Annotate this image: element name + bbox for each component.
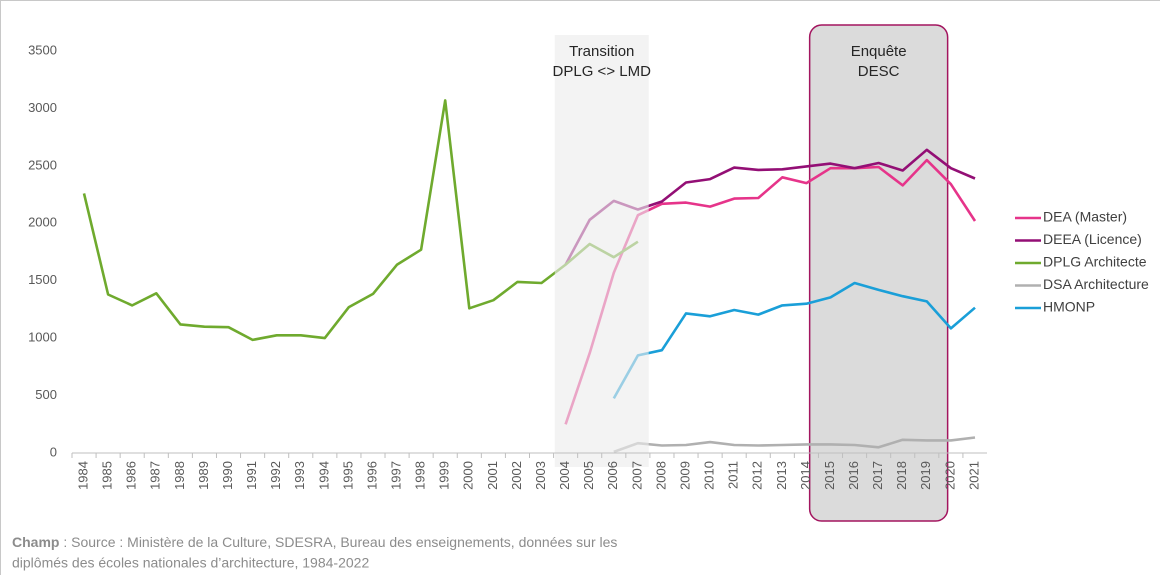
annotation: DPLG <> LMD <box>553 63 652 80</box>
y-tick-label: 1500 <box>28 272 57 287</box>
x-tick-label: 2010 <box>702 461 717 490</box>
x-tick-label: 2000 <box>461 461 476 490</box>
x-tick-label: 1994 <box>316 461 331 490</box>
x-tick-label: 1997 <box>389 461 404 490</box>
source-line: : Source : Ministère de la Culture, SDES… <box>63 534 617 550</box>
legend-label: DEA (Master) <box>1043 209 1127 225</box>
y-tick-label: 500 <box>35 387 57 402</box>
x-tick-label: 2003 <box>533 461 548 490</box>
x-tick-label: 2018 <box>894 461 909 490</box>
annotation: DESC <box>858 63 900 80</box>
source-label: Champ <box>12 534 59 550</box>
x-tick-label: 1986 <box>124 461 139 490</box>
x-tick-label: 2020 <box>942 461 957 490</box>
x-tick-label: 2015 <box>822 461 837 490</box>
y-tick-label: 2500 <box>28 157 57 172</box>
legend-label: DSA Architecture <box>1043 276 1149 292</box>
x-tick-label: 1985 <box>100 461 115 490</box>
x-tick-label: 2017 <box>870 461 885 490</box>
x-tick-label: 1995 <box>340 461 355 490</box>
x-tick-label: 1988 <box>172 461 187 490</box>
legend-label: DPLG Architecte <box>1043 254 1147 270</box>
x-tick-label: 1990 <box>220 461 235 490</box>
series-line <box>613 436 976 454</box>
x-tick-label: 1996 <box>364 461 379 490</box>
x-tick-label: 2002 <box>509 461 524 490</box>
y-tick-label: 0 <box>50 444 57 459</box>
x-tick-label: 2009 <box>677 461 692 490</box>
x-tick-label: 1998 <box>413 461 428 490</box>
x-tick-label: 1991 <box>244 461 259 490</box>
highlight-box <box>808 24 949 522</box>
x-tick-label: 2016 <box>846 461 861 490</box>
transition-band <box>554 35 649 467</box>
series-line <box>612 281 976 400</box>
x-tick-label: 2006 <box>605 461 620 490</box>
source-line: diplômés des écoles nationales d’archite… <box>12 555 369 571</box>
annotation: Transition <box>569 43 634 60</box>
annotation: Enquête <box>851 43 907 60</box>
x-tick-label: 2019 <box>918 461 933 490</box>
series-line <box>82 99 639 342</box>
x-tick-label: 2008 <box>653 461 668 490</box>
x-tick-label: 2005 <box>581 461 596 490</box>
x-tick-label: 2013 <box>774 461 789 490</box>
legend-label: DEEA (Licence) <box>1043 231 1142 247</box>
y-tick-label: 1000 <box>28 330 57 345</box>
x-tick-label: 1992 <box>268 461 283 490</box>
x-tick-label: 1999 <box>437 461 452 490</box>
y-tick-label: 2000 <box>28 215 57 230</box>
x-tick-label: 2007 <box>629 461 644 490</box>
x-tick-label: 2011 <box>726 461 741 489</box>
x-tick-label: 2014 <box>798 461 813 490</box>
x-tick-label: 1984 <box>75 461 90 490</box>
source: Champ : Source : Ministère de la Culture… <box>12 534 617 550</box>
x-tick-label: 2004 <box>557 461 572 490</box>
y-tick-label: 3500 <box>28 42 57 57</box>
legend-label: HMONP <box>1043 299 1095 315</box>
x-tick-label: 1993 <box>292 461 307 490</box>
x-tick-label: 1987 <box>148 461 163 490</box>
x-tick-label: 2001 <box>485 461 500 490</box>
x-tick-label: 2012 <box>750 461 765 490</box>
y-tick-label: 3000 <box>28 100 57 115</box>
x-tick-label: 2021 <box>966 461 981 490</box>
x-tick-label: 1989 <box>196 461 211 490</box>
